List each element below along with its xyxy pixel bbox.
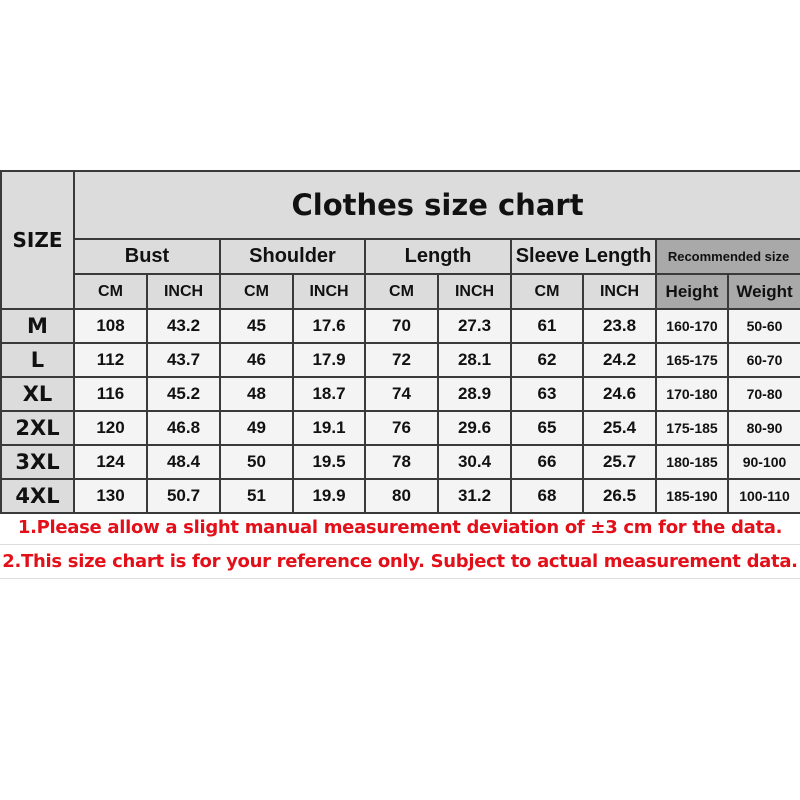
- table-cell: 80: [364, 478, 439, 514]
- table-cell: 46: [219, 342, 294, 378]
- table-cell: 100-110: [726, 478, 800, 514]
- table-cell: 46.8: [146, 410, 221, 446]
- table-cell: 124: [73, 444, 148, 480]
- group-header-sleeve-length: Sleeve Length: [510, 238, 657, 275]
- size-header: SIZE: [0, 170, 75, 310]
- table-cell: 45.2: [146, 376, 221, 412]
- notes: 1.Please allow a slight manual measureme…: [0, 511, 800, 579]
- table-cell: 27.3: [437, 308, 512, 344]
- table-cell: 70: [364, 308, 439, 344]
- unit-header: CM: [219, 273, 294, 310]
- table-cell: 74: [364, 376, 439, 412]
- unit-header: CM: [73, 273, 148, 310]
- table-row: L 112 43.7 46 17.9 72 28.1 62 24.2 165-175 60-70: [0, 342, 800, 378]
- table-cell: 72: [364, 342, 439, 378]
- note-reference: 2.This size chart is for your reference …: [0, 545, 800, 579]
- unit-header: CM: [364, 273, 439, 310]
- table-cell: 61: [510, 308, 584, 344]
- table-cell: 23.8: [582, 308, 657, 344]
- table-cell: 50.7: [146, 478, 221, 514]
- unit-header-weight: Weight: [726, 273, 800, 310]
- table-cell: 90-100: [726, 444, 800, 480]
- table-cell: 63: [510, 376, 584, 412]
- note-deviation: 1.Please allow a slight manual measureme…: [0, 511, 800, 545]
- table-cell: 66: [510, 444, 584, 480]
- table-cell: 51: [219, 478, 294, 514]
- unit-header-height: Height: [655, 273, 729, 310]
- table-cell: 65: [510, 410, 584, 446]
- group-header-length: Length: [364, 238, 512, 275]
- table-cell: 112: [73, 342, 148, 378]
- size-label: L: [0, 342, 75, 378]
- table-cell: 24.6: [582, 376, 657, 412]
- table-row: 4XL 130 50.7 51 19.9 80 31.2 68 26.5 185-190 100-1…: [0, 478, 800, 514]
- chart-title: Clothes size chart: [72, 170, 800, 240]
- size-chart-table: SIZE Clothes size chart Bust Shoulder Le…: [0, 170, 800, 514]
- table-cell: 49: [219, 410, 294, 446]
- size-label: 4XL: [0, 478, 75, 514]
- unit-header: INCH: [292, 273, 366, 310]
- unit-header: INCH: [582, 273, 657, 310]
- table-cell: 180-185: [655, 444, 729, 480]
- table-cell: 170-180: [655, 376, 729, 412]
- table-cell: 76: [364, 410, 439, 446]
- table-cell: 18.7: [292, 376, 366, 412]
- table-cell: 62: [510, 342, 584, 378]
- group-header-bust: Bust: [73, 238, 221, 275]
- table-cell: 68: [510, 478, 584, 514]
- table-cell: 30.4: [437, 444, 512, 480]
- unit-header: INCH: [437, 273, 512, 310]
- unit-header: INCH: [146, 273, 221, 310]
- table-row: XL 116 45.2 48 18.7 74 28.9 63 24.6 170-180 70-80: [0, 376, 800, 412]
- size-label: 2XL: [0, 410, 75, 446]
- table-cell: 25.4: [582, 410, 657, 446]
- table-cell: 28.1: [437, 342, 512, 378]
- table-cell: 31.2: [437, 478, 512, 514]
- table-cell: 130: [73, 478, 148, 514]
- table-row: 3XL 124 48.4 50 19.5 78 30.4 66 25.7 180-185 90-10…: [0, 444, 800, 480]
- size-label: XL: [0, 376, 75, 412]
- table-cell: 50: [219, 444, 294, 480]
- table-cell: 19.1: [292, 410, 366, 446]
- group-header-recommended-size: Recommended size: [654, 238, 800, 275]
- table-cell: 25.7: [582, 444, 657, 480]
- table-cell: 19.5: [292, 444, 366, 480]
- unit-header: CM: [510, 273, 584, 310]
- table-cell: 120: [73, 410, 148, 446]
- table-cell: 108: [73, 308, 148, 344]
- table-cell: 45: [219, 308, 294, 344]
- table-row: M 108 43.2 45 17.6 70 27.3 61 23.8 160-170 50-60: [0, 308, 800, 344]
- table-cell: 70-80: [726, 376, 800, 412]
- size-label: M: [0, 308, 75, 344]
- table-cell: 43.2: [146, 308, 221, 344]
- table-cell: 48.4: [146, 444, 221, 480]
- table-cell: 78: [364, 444, 439, 480]
- table-cell: 50-60: [726, 308, 800, 344]
- table-cell: 43.7: [146, 342, 221, 378]
- table-cell: 17.6: [292, 308, 366, 344]
- table-cell: 175-185: [655, 410, 729, 446]
- table-cell: 17.9: [292, 342, 366, 378]
- table-cell: 19.9: [292, 478, 366, 514]
- table-cell: 160-170: [655, 308, 729, 344]
- table-cell: 60-70: [726, 342, 800, 378]
- table-cell: 185-190: [655, 478, 729, 514]
- size-label: 3XL: [0, 444, 75, 480]
- table-cell: 48: [219, 376, 294, 412]
- table-cell: 29.6: [437, 410, 512, 446]
- table-cell: 116: [73, 376, 148, 412]
- group-header-shoulder: Shoulder: [219, 238, 366, 275]
- table-cell: 26.5: [582, 478, 657, 514]
- table-row: 2XL 120 46.8 49 19.1 76 29.6 65 25.4 175-185 80-90: [0, 410, 800, 446]
- table-cell: 165-175: [655, 342, 729, 378]
- table-cell: 80-90: [726, 410, 800, 446]
- table-cell: 28.9: [437, 376, 512, 412]
- table-cell: 24.2: [582, 342, 657, 378]
